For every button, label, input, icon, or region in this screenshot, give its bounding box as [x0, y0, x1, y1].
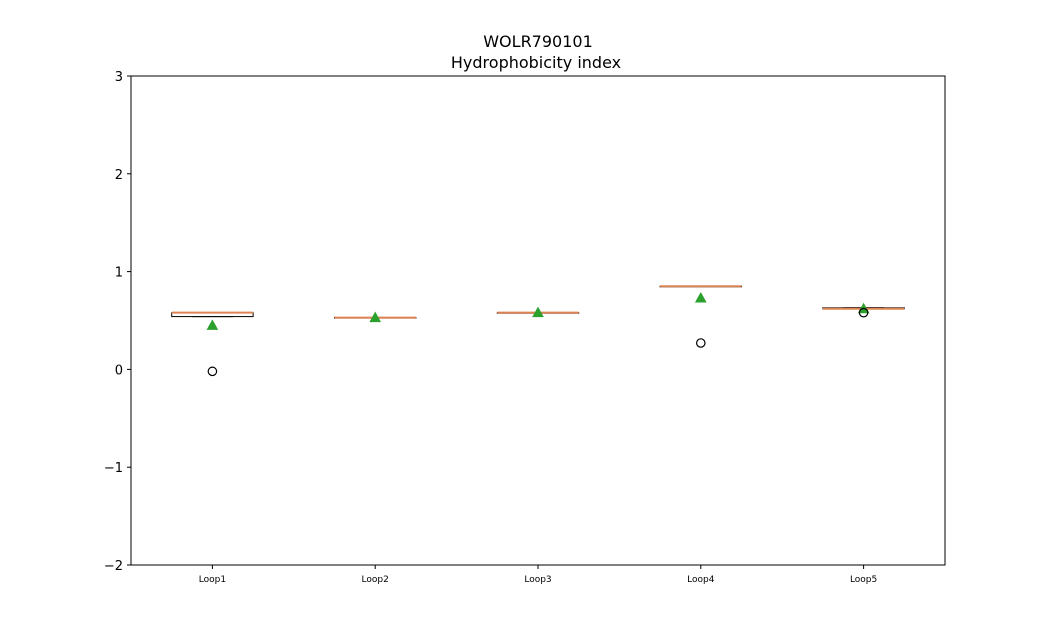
- box-mean-marker: [694, 291, 707, 303]
- x-tick-label: Loop4: [687, 575, 715, 585]
- box-mean-marker: [206, 319, 219, 330]
- plot-area: [130, 75, 946, 566]
- y-tick-label: −1: [104, 461, 123, 476]
- y-tick-label: 3: [115, 70, 123, 85]
- x-tick-label: Loop2: [362, 575, 389, 585]
- y-axis: 3 2 1 0 −1 −2: [104, 70, 131, 574]
- x-tick-label: Loop5: [850, 575, 877, 585]
- x-tick-label: Loop1: [199, 575, 226, 585]
- x-tick-label: Loop3: [524, 575, 551, 585]
- chart-subtitle: Hydrophobicity index: [451, 53, 621, 72]
- box-outlier-point: [207, 366, 218, 377]
- box-outlier-point: [858, 307, 869, 318]
- box-series: [171, 285, 905, 377]
- box-mean-marker: [369, 311, 382, 323]
- box-outlier-point: [695, 338, 706, 348]
- y-tick-label: −2: [104, 559, 123, 574]
- x-axis: Loop1 Loop2 Loop3 Loop4 Loop5: [199, 565, 877, 585]
- y-tick-label: 0: [115, 363, 123, 378]
- y-tick-label: 1: [115, 266, 123, 281]
- y-tick-label: 2: [115, 168, 123, 183]
- box-mean-marker: [532, 306, 544, 318]
- chart-title: WOLR790101: [483, 32, 593, 51]
